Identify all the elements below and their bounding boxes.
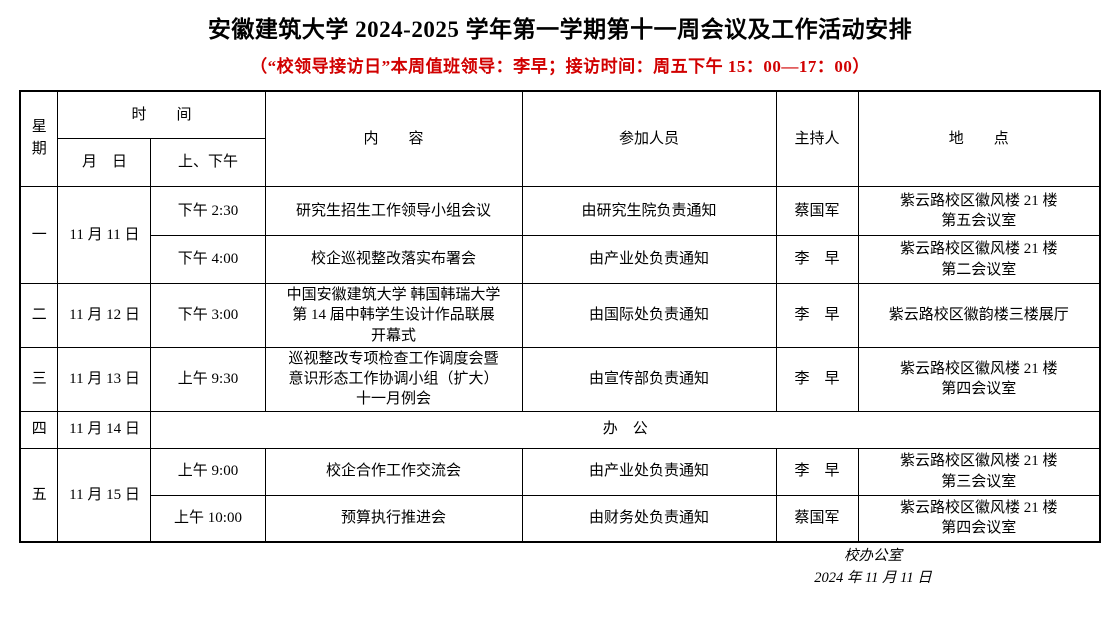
col-header-content: 内 容 [264, 90, 523, 188]
table-row-mon-1: 一 11 月 11 日 下午 2:30 研究生招生工作领导小组会议 由研究生院负… [19, 186, 1101, 285]
col-header-host: 主持人 [775, 90, 859, 188]
cell-host: 李 早 [775, 447, 859, 496]
cell-content: 研究生招生工作领导小组会议 [264, 186, 523, 237]
table-row-wed: 三 11 月 13 日 上午 9:30 巡视整改专项检查工作调度会暨 意识形态工… [19, 346, 1101, 412]
header-row-2: 月 日 上、下午 [20, 138, 1100, 188]
col-header-time-group: 时 间 [57, 90, 266, 140]
cell-content: 校企合作工作交流会 [264, 447, 523, 496]
col-header-date: 月 日 [57, 138, 152, 188]
cell-weekday-fri: 五 [19, 447, 59, 543]
cell-date-wed: 11 月 13 日 [57, 346, 152, 412]
cell-host: 蔡国军 [775, 494, 859, 543]
cell-content: 中国安徽建筑大学 韩国韩瑞大学 第 14 届中韩学生设计作品联展 开幕式 [264, 283, 523, 348]
col-header-weekday: 星期 [19, 90, 59, 188]
cell-host: 李 早 [775, 346, 859, 412]
cell-location: 紫云路校区徽风楼 21 楼 第五会议室 [857, 186, 1101, 237]
cell-date-mon: 11 月 11 日 [57, 186, 152, 285]
cell-content: 巡视整改专项检查工作调度会暨 意识形态工作协调小组（扩大） 十一月例会 [264, 346, 523, 412]
cell-location: 紫云路校区徽韵楼三楼展厅 [857, 283, 1101, 348]
cell-host: 李 早 [775, 235, 859, 285]
cell-date-tue: 11 月 12 日 [57, 283, 152, 348]
cell-host: 蔡国军 [775, 186, 859, 237]
cell-participants: 由产业处负责通知 [521, 447, 777, 496]
col-header-ampm: 上、下午 [150, 138, 266, 188]
cell-time: 上午 10:00 [150, 494, 266, 543]
page-title: 安徽建筑大学 2024-2025 学年第一学期第十一周会议及工作活动安排 [207, 17, 913, 42]
table-row-fri-2: 上午 10:00 预算执行推进会 由财务处负责通知 蔡国军 紫云路校区徽风楼 2… [20, 494, 1101, 543]
cell-date-fri: 11 月 15 日 [57, 447, 152, 543]
col-header-weekday-label: 星期 [31, 119, 47, 157]
cell-location: 紫云路校区徽风楼 21 楼 第三会议室 [857, 447, 1101, 496]
cell-location: 紫云路校区徽风楼 21 楼 第二会议室 [857, 235, 1101, 285]
cell-participants: 由研究生院负责通知 [521, 186, 777, 237]
cell-participants: 由国际处负责通知 [521, 283, 777, 348]
footer-signature-block: 校办公室 2024 年 11 月 11 日 [768, 545, 978, 590]
cell-office: 办 公 [150, 410, 1101, 449]
cell-location: 紫云路校区徽风楼 21 楼 第四会议室 [857, 346, 1101, 412]
table-row-tue: 二 11 月 12 日 下午 3:00 中国安徽建筑大学 韩国韩瑞大学 第 14… [19, 283, 1101, 348]
cell-time: 上午 9:00 [150, 447, 266, 496]
footer-office: 校办公室 [844, 548, 902, 564]
cell-host: 李 早 [775, 283, 859, 348]
cell-participants: 由财务处负责通知 [521, 494, 777, 543]
col-header-participants: 参加人员 [521, 90, 777, 188]
cell-location: 紫云路校区徽风楼 21 楼 第四会议室 [857, 494, 1101, 543]
table-row-thu: 四 11 月 14 日 办 公 [19, 410, 1101, 449]
cell-date-thu: 11 月 14 日 [57, 410, 152, 449]
cell-weekday-thu: 四 [19, 410, 59, 449]
cell-time: 下午 2:30 [150, 186, 266, 237]
footer-date: 2024 年 11 月 11 日 [814, 570, 932, 587]
cell-weekday-wed: 三 [19, 346, 59, 412]
page-subtitle: （“校领导接访日”本周值班领导：李早；接访时间：周五下午 15：00—17：00… [250, 56, 870, 76]
header-row-1: 星期 时 间 内 容 参加人员 主持人 地 点 [19, 90, 1101, 188]
schedule-table: 星期 时 间 内 容 参加人员 主持人 地 点 月 日 上、下午 一 11 月 … [18, 89, 1101, 544]
cell-content: 校企巡视整改落实布署会 [264, 235, 523, 285]
cell-participants: 由宣传部负责通知 [521, 346, 777, 412]
cell-content: 预算执行推进会 [264, 494, 523, 543]
cell-time: 上午 9:30 [150, 346, 266, 412]
cell-weekday-mon: 一 [19, 186, 59, 285]
table-row-fri-1: 五 11 月 15 日 上午 9:00 校企合作工作交流会 由产业处负责通知 李… [19, 447, 1101, 543]
cell-time: 下午 4:00 [150, 235, 266, 285]
table-row-mon-2: 下午 4:00 校企巡视整改落实布署会 由产业处负责通知 李 早 紫云路校区徽风… [20, 235, 1101, 285]
cell-weekday-tue: 二 [19, 283, 59, 348]
cell-participants: 由产业处负责通知 [521, 235, 777, 285]
cell-time: 下午 3:00 [150, 283, 266, 348]
col-header-location: 地 点 [857, 90, 1101, 188]
